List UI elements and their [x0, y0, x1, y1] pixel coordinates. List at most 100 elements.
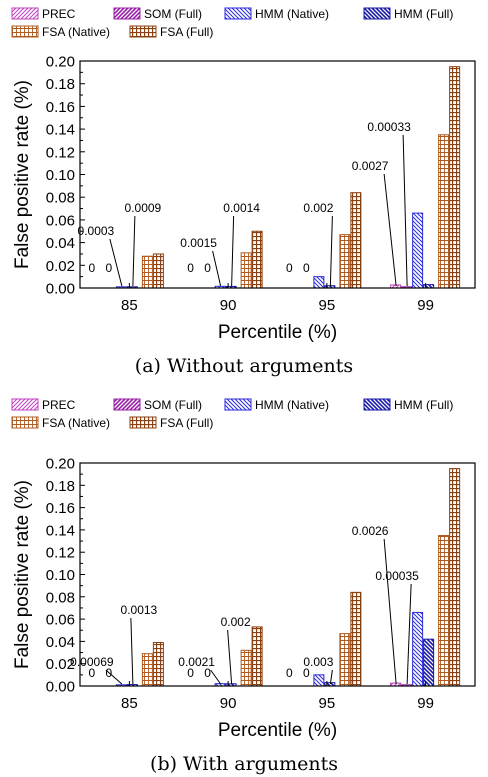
legend-label-hmm-native: HMM (Native): [255, 7, 329, 21]
y-tick-label: 0.10: [46, 567, 75, 584]
y-tick-label: 0.12: [46, 144, 75, 161]
legend-swatch-hmm-native: [224, 398, 252, 411]
chart-panel-b: PREC SOM (Full) HMM (Native) HMM (Full) FSA …: [11, 398, 476, 775]
bar-fsa-full-90: [251, 230, 263, 289]
bar-fsa-full-95: [350, 591, 362, 687]
data-label-leader: [105, 669, 123, 685]
data-label: 0.003: [303, 655, 333, 669]
data-label: 0: [187, 261, 194, 275]
data-label-leader: [329, 669, 333, 685]
plot-frame: [79, 60, 476, 289]
bar-fsa-full-85: [152, 642, 164, 687]
data-label: 0: [187, 666, 194, 680]
x-tick-label: 99: [417, 695, 434, 712]
data-label: 0.002: [303, 201, 333, 215]
y-tick-label: 0.14: [46, 522, 75, 539]
bar-fsa-full-99: [449, 66, 461, 289]
y-tick-label: 0.14: [46, 122, 75, 139]
y-tick-label: 0.20: [46, 456, 75, 473]
data-label: 0: [286, 666, 293, 680]
data-label-leader: [383, 173, 397, 287]
data-label: 0.0003: [78, 224, 115, 238]
bar-hmm-native-95: [313, 276, 325, 289]
legend-label-prec: PREC: [42, 7, 76, 21]
legend-swatch-hmm-native: [224, 7, 252, 20]
x-tick-label: 95: [319, 297, 336, 314]
y-tick-label: 0.06: [46, 212, 75, 229]
x-tick-label: 85: [121, 297, 138, 314]
legend-label-hmm-full: HMM (Full): [394, 7, 453, 21]
x-tick-label: 90: [220, 297, 237, 314]
legend-swatch-fsa-full: [129, 416, 157, 429]
legend-label-som-full: SOM (Full): [144, 398, 202, 412]
plot-frame: [79, 462, 476, 687]
data-label-leader: [212, 250, 222, 287]
data-label: 0.0021: [178, 655, 215, 669]
data-label: 0: [303, 666, 310, 680]
y-tick-label: 0.08: [46, 589, 75, 606]
data-label: 0: [89, 666, 96, 680]
legend-label-prec: PREC: [42, 398, 76, 412]
y-tick-label: 0.04: [46, 235, 75, 252]
y-tick-label: 0.16: [46, 500, 75, 517]
data-label: 0.00035: [375, 569, 419, 583]
data-label-leader: [132, 215, 136, 287]
bar-fsa-native-99: [438, 134, 450, 289]
bar-fsa-native-85: [141, 653, 153, 687]
data-label: 0: [89, 261, 96, 275]
x-tick-label: 99: [417, 297, 434, 314]
y-tick-label: 0.08: [46, 190, 75, 207]
data-label-leader: [406, 583, 412, 685]
figure-caption: (b) With arguments: [150, 753, 338, 775]
legend-label-hmm-native: HMM (Native): [255, 398, 329, 412]
bar-fsa-native-85: [141, 255, 153, 289]
y-tick-label: 0.20: [46, 54, 75, 71]
data-label-leader: [329, 215, 333, 287]
legend-swatch-hmm-full: [363, 398, 391, 411]
data-label-leader: [231, 215, 235, 287]
y-tick-label: 0.10: [46, 167, 75, 184]
legend-swatch-hmm-full: [363, 7, 391, 20]
y-tick-label: 0.02: [46, 258, 75, 275]
legend-swatch-som-full: [113, 7, 141, 20]
y-tick-label: 0.18: [46, 478, 75, 495]
bar-fsa-native-90: [240, 649, 252, 687]
data-label-leader: [210, 669, 222, 685]
bar-hmm-native-95: [313, 674, 325, 687]
y-tick-label: 0.04: [46, 634, 75, 651]
x-axis-label: Percentile (%): [218, 720, 337, 741]
legend-label-hmm-full: HMM (Full): [394, 398, 453, 412]
legend-label-fsa-native: FSA (Native): [42, 25, 110, 39]
bar-fsa-full-90: [251, 626, 263, 687]
y-tick-label: 0.00: [46, 281, 75, 298]
data-label: 0: [204, 261, 211, 275]
y-tick-label: 0.02: [46, 656, 75, 673]
data-label: 0: [286, 261, 293, 275]
data-label: 0.0014: [223, 201, 260, 215]
bar-fsa-native-95: [339, 234, 351, 289]
legend-swatch-prec: [11, 398, 39, 411]
legend-swatch-fsa-full: [129, 25, 157, 38]
bar-fsa-full-95: [350, 192, 362, 289]
figure-caption: (a) Without arguments: [135, 355, 353, 377]
data-label: 0: [303, 261, 310, 275]
bar-fsa-native-90: [240, 252, 252, 289]
data-label: 0.0027: [352, 159, 389, 173]
legend-label-som-full: SOM (Full): [144, 7, 202, 21]
bar-fsa-full-99: [449, 468, 461, 687]
data-label: 0.0015: [180, 236, 217, 250]
data-label-leader: [130, 617, 134, 685]
legend-swatch-prec: [11, 7, 39, 20]
x-tick-label: 95: [319, 695, 336, 712]
y-axis-label: False positive rate (%): [12, 480, 33, 669]
bar-fsa-native-95: [339, 633, 351, 687]
legend-label-fsa-full: FSA (Full): [160, 25, 213, 39]
data-label: 0.00033: [367, 120, 411, 134]
data-label: 0.002: [221, 615, 251, 629]
data-label-leader: [227, 629, 233, 685]
x-tick-label: 90: [220, 695, 237, 712]
x-tick-label: 85: [121, 695, 138, 712]
chart-panel-a: PREC SOM (Full) HMM (Native) HMM (Full) FSA …: [11, 7, 476, 377]
x-axis-label: Percentile (%): [218, 322, 337, 343]
y-tick-label: 0.16: [46, 99, 75, 116]
